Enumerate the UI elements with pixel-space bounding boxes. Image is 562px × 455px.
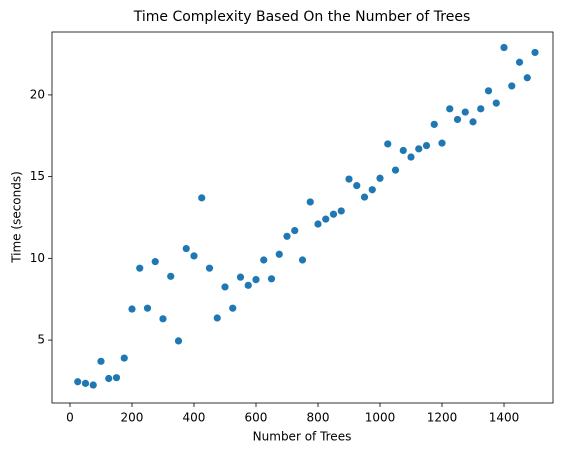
point: [182, 244, 190, 253]
point: [236, 273, 245, 281]
point: [213, 314, 221, 322]
point: [500, 43, 508, 52]
point: [391, 166, 400, 174]
point: [97, 357, 105, 365]
point: [492, 99, 500, 107]
point: [143, 304, 152, 312]
point: [360, 193, 369, 201]
x-tick-label: 1200: [427, 411, 458, 425]
point: [244, 281, 252, 289]
point: [399, 146, 407, 155]
x-axis-label: Number of Trees: [253, 430, 352, 444]
point: [260, 256, 268, 264]
point: [298, 256, 307, 264]
point: [508, 82, 516, 90]
point: [461, 108, 469, 116]
chart-title: Time Complexity Based On the Number of T…: [133, 9, 471, 25]
x-tick-label: 200: [121, 411, 144, 425]
point: [415, 145, 423, 153]
point: [283, 232, 291, 240]
point: [151, 258, 159, 266]
y-tick-label: 20: [30, 87, 45, 101]
x-tick-label: 800: [307, 411, 330, 425]
point: [159, 315, 167, 323]
point: [438, 139, 446, 147]
point: [477, 105, 485, 113]
point: [167, 272, 175, 280]
point: [446, 105, 454, 113]
point: [384, 140, 392, 148]
point: [105, 374, 113, 383]
point: [81, 379, 90, 387]
point: [322, 215, 330, 223]
y-tick-label: 10: [30, 251, 45, 265]
x-tick-label: 400: [183, 411, 206, 425]
point: [136, 264, 144, 272]
point: [337, 207, 345, 215]
point: [484, 87, 493, 95]
point: [353, 182, 361, 190]
point: [430, 120, 438, 128]
y-tick-label: 15: [30, 169, 45, 183]
point: [314, 220, 322, 228]
point: [267, 275, 276, 283]
point: [453, 115, 462, 124]
point: [112, 374, 121, 382]
point: [198, 194, 206, 202]
point: [221, 283, 229, 291]
y-axis-label: Time (seconds): [10, 171, 24, 264]
point: [174, 337, 183, 345]
x-tick-label: 600: [245, 411, 268, 425]
point: [376, 174, 384, 182]
point: [407, 153, 415, 161]
point: [531, 48, 539, 57]
point: [291, 226, 299, 235]
point: [515, 58, 524, 66]
point: [275, 250, 283, 258]
point: [422, 141, 431, 150]
point: [128, 305, 136, 313]
point: [120, 354, 128, 362]
point: [345, 175, 353, 183]
x-tick-label: 1000: [365, 411, 396, 425]
point: [89, 381, 97, 389]
x-tick-label: 1400: [489, 411, 520, 425]
point: [329, 210, 338, 218]
point: [229, 304, 237, 312]
y-tick-label: 5: [37, 333, 45, 347]
point: [190, 252, 198, 260]
point: [74, 378, 82, 386]
point: [523, 74, 531, 82]
point: [469, 118, 477, 126]
point: [252, 276, 260, 284]
x-tick-label: 0: [66, 411, 74, 425]
point: [306, 198, 314, 206]
point: [205, 264, 214, 272]
point: [368, 186, 376, 194]
plot-frame: [51, 31, 554, 404]
